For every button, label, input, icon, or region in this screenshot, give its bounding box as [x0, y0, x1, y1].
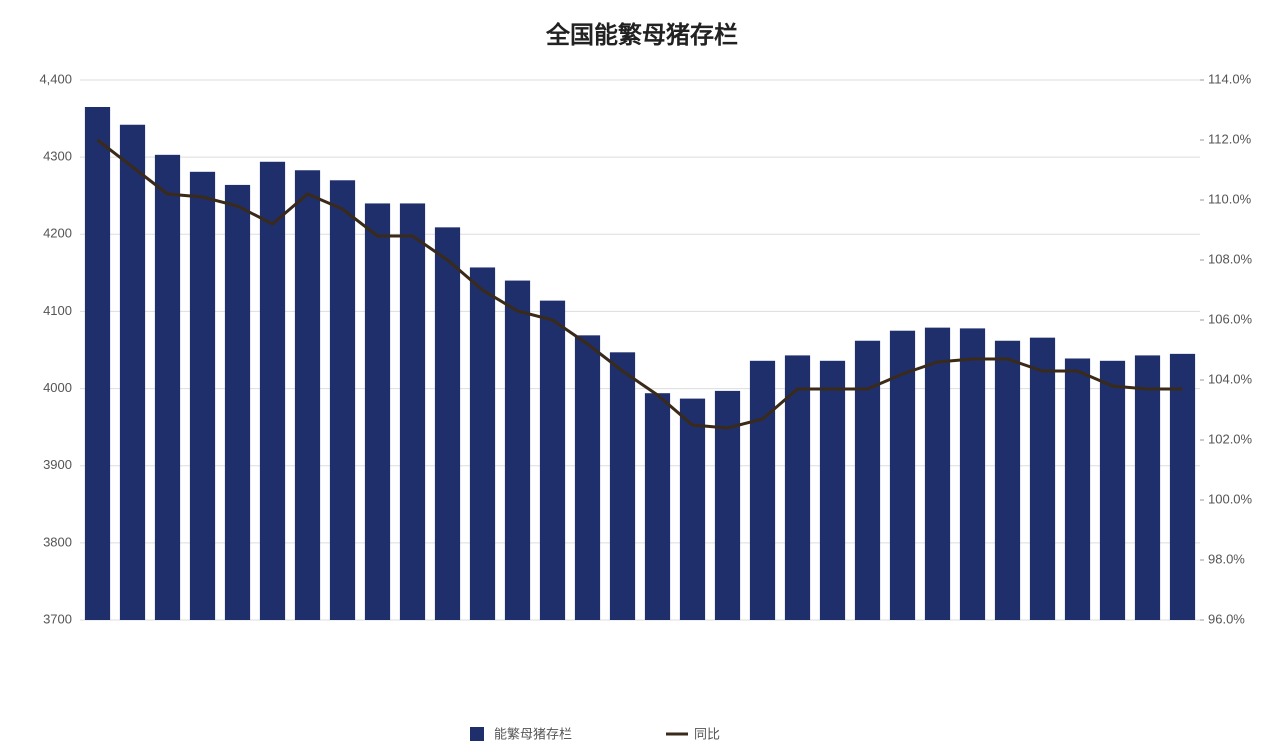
bar: [1099, 360, 1126, 620]
y-tick-label: 3800: [43, 534, 72, 549]
bar: [189, 171, 216, 621]
y-tick-label: 4000: [43, 380, 72, 395]
bar: [259, 161, 286, 620]
bar: [434, 227, 461, 621]
line: [96, 138, 1183, 430]
bar: [469, 267, 496, 620]
y-tick-label: 4,400: [39, 71, 72, 86]
bar: [749, 360, 776, 620]
bar: [399, 203, 426, 620]
legend-label: 能繁母猪存栏: [494, 726, 572, 741]
bar: [574, 335, 601, 620]
bar: [329, 180, 356, 621]
bar: [959, 328, 986, 620]
y-tick-label: 3900: [43, 457, 72, 472]
y2-tick-label: 100.0%: [1208, 491, 1253, 506]
bar: [679, 398, 706, 620]
y2-tick-label: 98.0%: [1208, 551, 1245, 566]
bar: [819, 360, 846, 620]
y2-tick-label: 112.0%: [1208, 131, 1252, 146]
bar: [364, 203, 391, 620]
y2-tick-label: 106.0%: [1208, 311, 1253, 326]
bar: [1169, 353, 1196, 620]
y2-tick-label: 114.0%: [1208, 71, 1252, 86]
y-tick-label: 4200: [43, 226, 72, 241]
legend-swatch: [470, 727, 484, 741]
y2-tick-label: 108.0%: [1208, 251, 1253, 266]
y2-tick-label: 104.0%: [1208, 371, 1253, 386]
bar: [1029, 337, 1056, 620]
y-tick-label: 3700: [43, 611, 72, 626]
y2-tick-label: 110.0%: [1208, 191, 1252, 206]
bar: [644, 393, 671, 620]
bar: [994, 340, 1021, 620]
bar: [504, 280, 531, 620]
y2-tick-label: 102.0%: [1208, 431, 1253, 446]
bar: [294, 170, 321, 620]
chart-title: 全国能繁母猪存栏: [545, 21, 738, 49]
bar: [84, 107, 111, 620]
bar: [224, 184, 251, 620]
bar: [924, 327, 951, 620]
bar: [1064, 358, 1091, 620]
bar: [154, 154, 181, 621]
y2-tick-label: 96.0%: [1208, 611, 1245, 626]
bar: [539, 300, 566, 620]
bar: [119, 124, 146, 620]
y-tick-label: 4300: [43, 149, 72, 164]
y-tick-label: 4100: [43, 303, 72, 318]
bar: [1134, 355, 1161, 620]
legend-label: 同比: [694, 726, 720, 741]
bar: [854, 340, 881, 620]
bar: [784, 355, 811, 620]
bar: [609, 352, 636, 620]
